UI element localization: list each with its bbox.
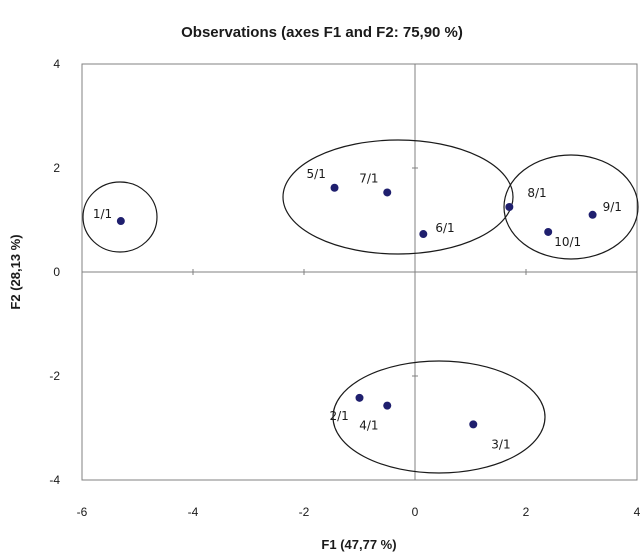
x-tick-label: -2 (299, 505, 310, 519)
data-points (116, 183, 597, 429)
point-label: 3/1 (491, 437, 510, 451)
y-tick-label: 4 (53, 57, 60, 71)
data-point (383, 401, 392, 410)
data-point (419, 230, 428, 239)
point-label: 8/1 (527, 186, 546, 200)
y-tick-label: 0 (53, 265, 60, 279)
point-label: 4/1 (359, 419, 378, 433)
point-label: 1/1 (93, 207, 112, 221)
point-label: 7/1 (359, 171, 378, 185)
tick-marks (81, 63, 638, 481)
cluster-ellipse-1 (82, 181, 158, 253)
x-tick-label: -4 (188, 505, 199, 519)
data-point (116, 217, 125, 226)
data-point (469, 420, 478, 429)
data-point (383, 188, 392, 197)
x-tick-label: -6 (77, 505, 88, 519)
data-point (505, 203, 514, 211)
point-label: 2/1 (330, 409, 349, 423)
point-label: 6/1 (435, 221, 454, 235)
y-tick-label: -4 (49, 473, 60, 487)
y-axis-title: F2 (28,13 %) (8, 234, 23, 309)
point-label: 5/1 (307, 167, 326, 181)
y-tick-label: -2 (49, 369, 60, 383)
x-tick-label: 0 (412, 505, 419, 519)
cluster-ellipse-2 (282, 139, 514, 255)
y-tick-label: 2 (53, 161, 60, 175)
x-tick-label: 4 (634, 505, 641, 519)
data-point (588, 210, 597, 219)
point-label: 10/1 (554, 235, 581, 249)
data-point (355, 393, 364, 402)
point-labels: 1/1 5/1 7/1 6/1 8/1 10/1 9/1 2/1 4/1 3/1 (93, 167, 622, 452)
tick-labels: -6 -4 -2 0 2 4 -4 -2 0 2 4 (49, 57, 640, 519)
data-point (330, 183, 339, 192)
chart-title: Observations (axes F1 and F2: 75,90 %) (181, 24, 463, 41)
point-label: 9/1 (603, 200, 622, 214)
x-tick-label: 2 (523, 505, 530, 519)
data-point (544, 227, 553, 236)
cluster-ellipse-4 (332, 360, 546, 474)
x-axis-title: F1 (47,77 %) (321, 537, 396, 552)
cluster-ellipse-3 (503, 154, 639, 260)
